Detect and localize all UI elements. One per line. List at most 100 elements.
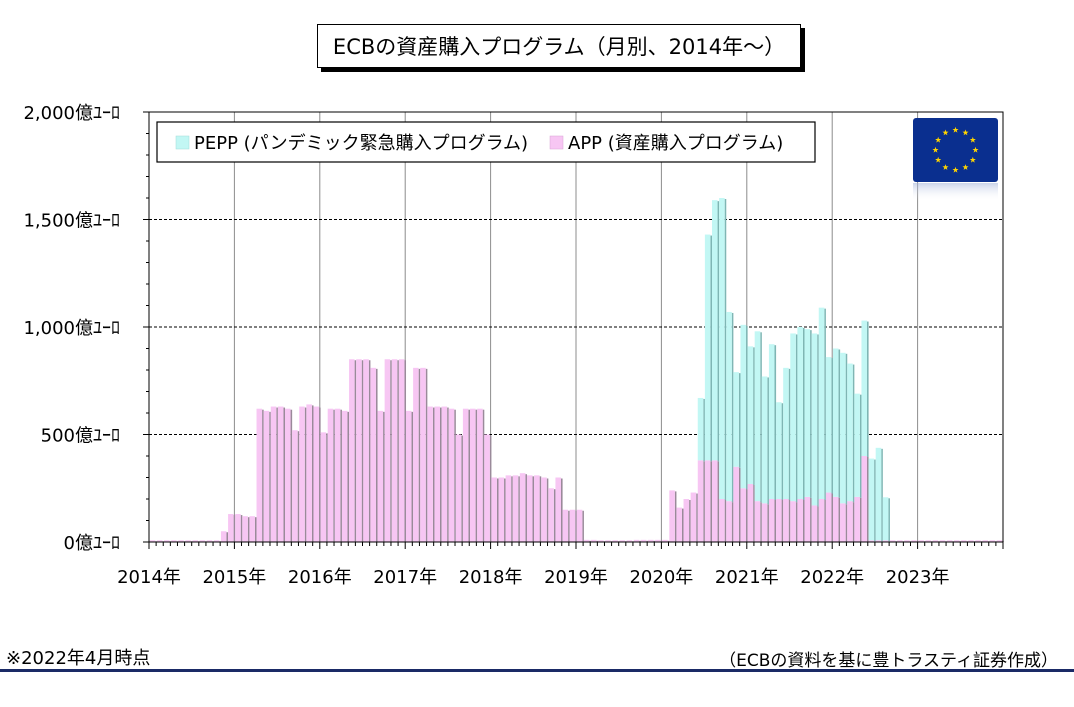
bar-shadow: [539, 476, 542, 542]
bar-app: [662, 539, 668, 542]
bar-app: [911, 540, 917, 542]
footnote: ※2022年4月時点: [6, 648, 151, 669]
bar-app: [598, 540, 604, 542]
legend: PEPP (パンデミック緊急購入プログラム) APP (資産購入プログラム): [156, 121, 816, 163]
bar-shadow: [859, 497, 862, 542]
bar-shadow: [852, 364, 855, 503]
bar-shadow: [269, 411, 271, 542]
bar-app: [711, 460, 718, 542]
bar-shadow: [311, 405, 314, 542]
bar-shadow: [390, 360, 392, 542]
bar-app: [192, 540, 199, 542]
bar-shadow: [817, 506, 819, 542]
bar-pepp: [797, 327, 803, 499]
bar-app: [228, 514, 234, 542]
bar-shadow: [859, 394, 862, 498]
bar-app: [284, 408, 291, 542]
bar-shadow: [283, 407, 286, 542]
bar-shadow: [504, 478, 506, 542]
bar-pepp: [804, 329, 811, 497]
bar-shadow: [247, 517, 250, 542]
bar-app: [164, 540, 170, 542]
bar-shadow: [511, 476, 513, 542]
bar-app: [242, 516, 248, 542]
bar-shadow: [774, 345, 777, 500]
bar-app: [591, 539, 597, 542]
bar-app: [398, 359, 405, 542]
x-tick-label: 2014年: [117, 567, 181, 588]
bar-app: [847, 501, 853, 542]
bar-pepp: [711, 200, 718, 461]
bar-shadow: [767, 377, 769, 505]
bar-app: [526, 475, 533, 542]
bar-shadow: [753, 347, 755, 485]
y-tick-label: 500億ﾕｰﾛ: [41, 426, 120, 447]
bar-shadow: [746, 325, 748, 490]
bar-app: [171, 540, 177, 542]
bar-app: [213, 540, 220, 542]
bar-app: [178, 540, 184, 542]
bar-shadow: [753, 484, 755, 542]
bar-shadow: [496, 478, 499, 542]
bar-app: [840, 503, 846, 542]
bar-app: [541, 477, 547, 542]
flag-star: [942, 164, 949, 170]
bar-shadow: [290, 409, 293, 542]
bar-app: [427, 406, 433, 542]
bar-app: [569, 509, 576, 542]
bar-shadow: [738, 373, 741, 468]
bar-pepp: [825, 357, 832, 493]
y-tick-label: 1,500億ﾕｰﾛ: [23, 211, 120, 232]
bar-shadow: [560, 478, 563, 542]
y-axis-labels: 0億ﾕｰﾛ 500億ﾕｰﾛ 1,000億ﾕｰﾛ 1,500億ﾕｰﾛ 2,000億ﾕｰﾛ: [23, 103, 120, 554]
bar-app: [306, 404, 312, 542]
y-tick-label: 0億ﾕｰﾛ: [64, 533, 120, 554]
bar-shadow: [838, 497, 841, 542]
bar-shadow: [696, 493, 698, 542]
bar-app: [206, 540, 213, 542]
bar-shadow: [454, 409, 456, 542]
bar-app: [220, 531, 227, 542]
bar-app: [655, 539, 661, 542]
x-tick-label: 2023年: [886, 567, 950, 588]
chart-title: ECBの資産購入プログラム（月別、2014年～）: [317, 24, 801, 68]
bar-shadow: [326, 433, 328, 542]
bar-shadow: [710, 461, 713, 542]
bar-app: [185, 540, 191, 542]
bar-app: [356, 359, 362, 542]
bar-app: [790, 501, 796, 542]
bar-app: [555, 477, 561, 542]
bar-pepp: [754, 331, 761, 502]
bar-app: [719, 499, 725, 542]
bar-app: [626, 540, 633, 542]
bar-shadow: [717, 461, 720, 542]
bar-shadow: [304, 407, 307, 542]
bar-shadow: [432, 407, 435, 542]
bar-shadow: [874, 459, 876, 542]
bar-app: [420, 367, 426, 542]
flag-star: [972, 146, 979, 153]
bar-app: [477, 408, 483, 542]
bar-app: [982, 540, 988, 542]
bar-pepp: [861, 320, 868, 456]
bar-shadow: [475, 409, 478, 542]
bar-app: [754, 501, 761, 542]
bar-shadow: [788, 500, 791, 542]
bar-shadow: [233, 515, 236, 542]
bar-shadow: [867, 321, 869, 457]
bar-shadow: [525, 474, 528, 542]
bar-shadow: [831, 358, 834, 494]
bar-app: [797, 499, 803, 542]
bar-pepp: [761, 376, 768, 504]
bar-app: [299, 406, 305, 542]
bar-shadow: [717, 201, 720, 462]
bar-app: [953, 540, 960, 542]
bar-app: [249, 516, 255, 542]
bar-shadow: [817, 334, 819, 507]
bar-shadow: [361, 360, 364, 542]
bar-pepp: [733, 372, 739, 467]
bar-app: [690, 492, 697, 542]
bar-app: [861, 456, 868, 542]
bar-app: [996, 540, 1003, 542]
bar-app: [491, 477, 497, 542]
